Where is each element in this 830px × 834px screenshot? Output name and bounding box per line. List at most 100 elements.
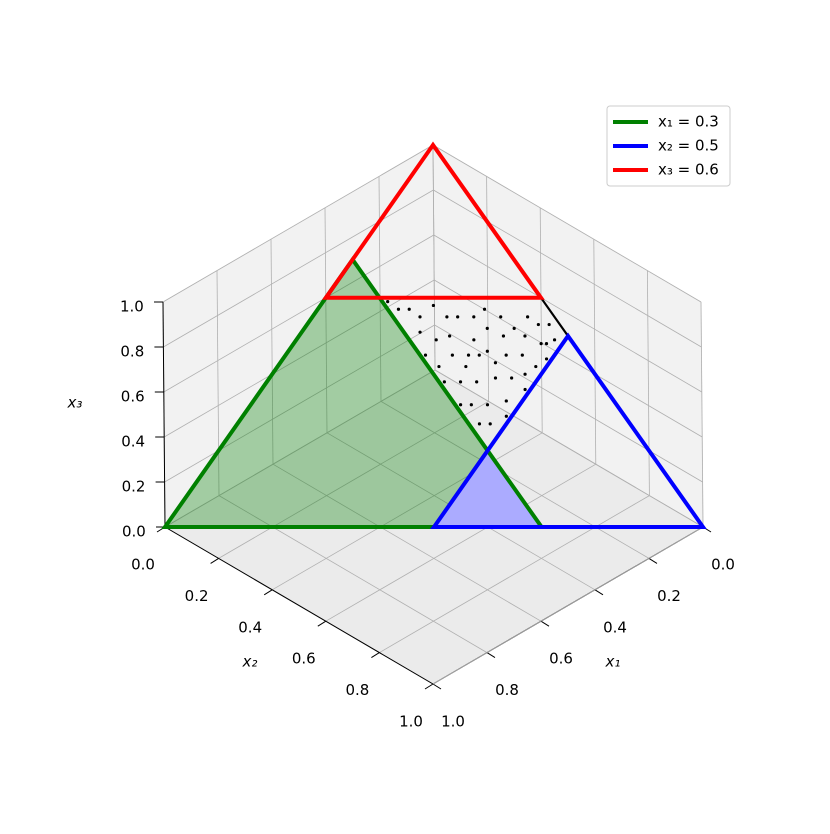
grid-line: [433, 189, 702, 348]
tick-label: 0.0: [122, 523, 146, 541]
scatter-point: [445, 315, 449, 319]
tick-label: 0.2: [657, 587, 681, 605]
scatter-point: [536, 322, 540, 327]
scatter-point: [466, 353, 471, 357]
scatter-point: [504, 353, 508, 357]
tick-mark: [540, 620, 550, 627]
constraint-triangle: [161, 256, 546, 529]
axis-line: [164, 526, 434, 685]
grid-line: [325, 463, 597, 622]
scatter-point: [448, 334, 452, 338]
tick-mark: [371, 652, 380, 659]
y-axis-label: x₂: [242, 653, 258, 671]
grid-line: [162, 144, 434, 303]
scatter-point: [488, 422, 492, 426]
scatter-point: [547, 322, 551, 327]
scatter-point: [552, 338, 557, 342]
grid-line: [218, 401, 489, 559]
scatter-point: [493, 376, 498, 380]
grid-line: [379, 495, 650, 653]
scatter-point: [512, 326, 516, 330]
legend-label: x₂ = 0.5: [658, 137, 719, 155]
scatter-point: [510, 376, 514, 380]
scatter-point: [477, 353, 481, 357]
grid-line: [432, 144, 702, 303]
legend-frame: [606, 105, 731, 187]
grid-line: [434, 369, 704, 528]
grid-line: [432, 144, 436, 371]
region-fill: [165, 259, 542, 527]
scatter-point: [472, 338, 476, 342]
tick-label: 0.6: [292, 650, 316, 668]
scatter-point: [499, 315, 503, 319]
tick-label: 0.4: [238, 618, 262, 636]
scatter-point: [450, 353, 454, 357]
scatter-point: [418, 315, 422, 319]
legend-label: x₁ = 0.3: [658, 113, 719, 131]
axis-line: [162, 301, 166, 528]
scatter-point: [482, 307, 487, 311]
scatter-point: [534, 364, 538, 369]
grid-line: [432, 526, 704, 685]
tick-label: 0.0: [131, 556, 155, 574]
tick-label: 1.0: [399, 713, 423, 731]
tick-label: 0.6: [121, 388, 145, 406]
tick-label: 0.2: [122, 478, 146, 496]
grid-line: [433, 234, 703, 393]
tick-label: 1.0: [441, 713, 465, 731]
region-underlay: [434, 450, 542, 527]
constraint-triangle: [430, 332, 707, 529]
grid-line: [647, 270, 650, 496]
grid-line: [270, 239, 274, 465]
scatter-point: [437, 364, 441, 369]
tick-mark: [486, 652, 496, 659]
scatter-point: [475, 380, 479, 384]
scatter-point: [523, 334, 527, 338]
scatter-point: [493, 361, 498, 365]
grid-line: [163, 189, 434, 348]
tick-label: 1.0: [120, 298, 144, 316]
scatter-point: [504, 399, 508, 403]
grid-line: [433, 279, 703, 438]
grid-line: [272, 463, 542, 622]
grid-line: [163, 279, 435, 438]
grid-line: [593, 239, 597, 465]
scatter-point: [501, 334, 506, 338]
constraint-triangle: [321, 141, 545, 300]
grid-line: [218, 495, 488, 653]
scatter-point: [485, 403, 490, 407]
grid-line: [163, 234, 435, 393]
scatter-point: [456, 315, 460, 319]
region-fill: [434, 450, 542, 527]
scatter-point: [431, 303, 436, 308]
scatter-point: [539, 342, 543, 346]
tick-mark: [648, 557, 658, 564]
tick-mark: [317, 620, 327, 627]
scatter-point: [418, 330, 422, 334]
grid-line: [434, 324, 703, 483]
scatter-point: [407, 307, 411, 311]
scatter-point: [504, 414, 508, 418]
scatter-point: [526, 315, 530, 319]
grid-line: [216, 270, 220, 496]
scatter-point: [485, 349, 489, 353]
tick-label: 0.4: [121, 433, 145, 451]
scatter-point: [523, 372, 527, 376]
grid-line: [271, 432, 543, 591]
scatter-point: [434, 338, 438, 342]
grid-line: [164, 369, 436, 528]
grid-line: [164, 324, 435, 483]
scatter-point: [485, 326, 489, 330]
tick-mark: [210, 557, 219, 564]
scatter-point: [386, 300, 390, 304]
grid-line: [378, 176, 382, 402]
grid-line: [700, 301, 704, 528]
scatter-point: [520, 353, 524, 357]
tick-label: 0.8: [345, 681, 369, 699]
tick-mark: [263, 589, 273, 596]
tick-label: 0.8: [495, 681, 519, 699]
grid-line: [380, 401, 650, 559]
tick-label: 0.0: [711, 556, 735, 574]
tick-label: 0.4: [603, 618, 627, 636]
